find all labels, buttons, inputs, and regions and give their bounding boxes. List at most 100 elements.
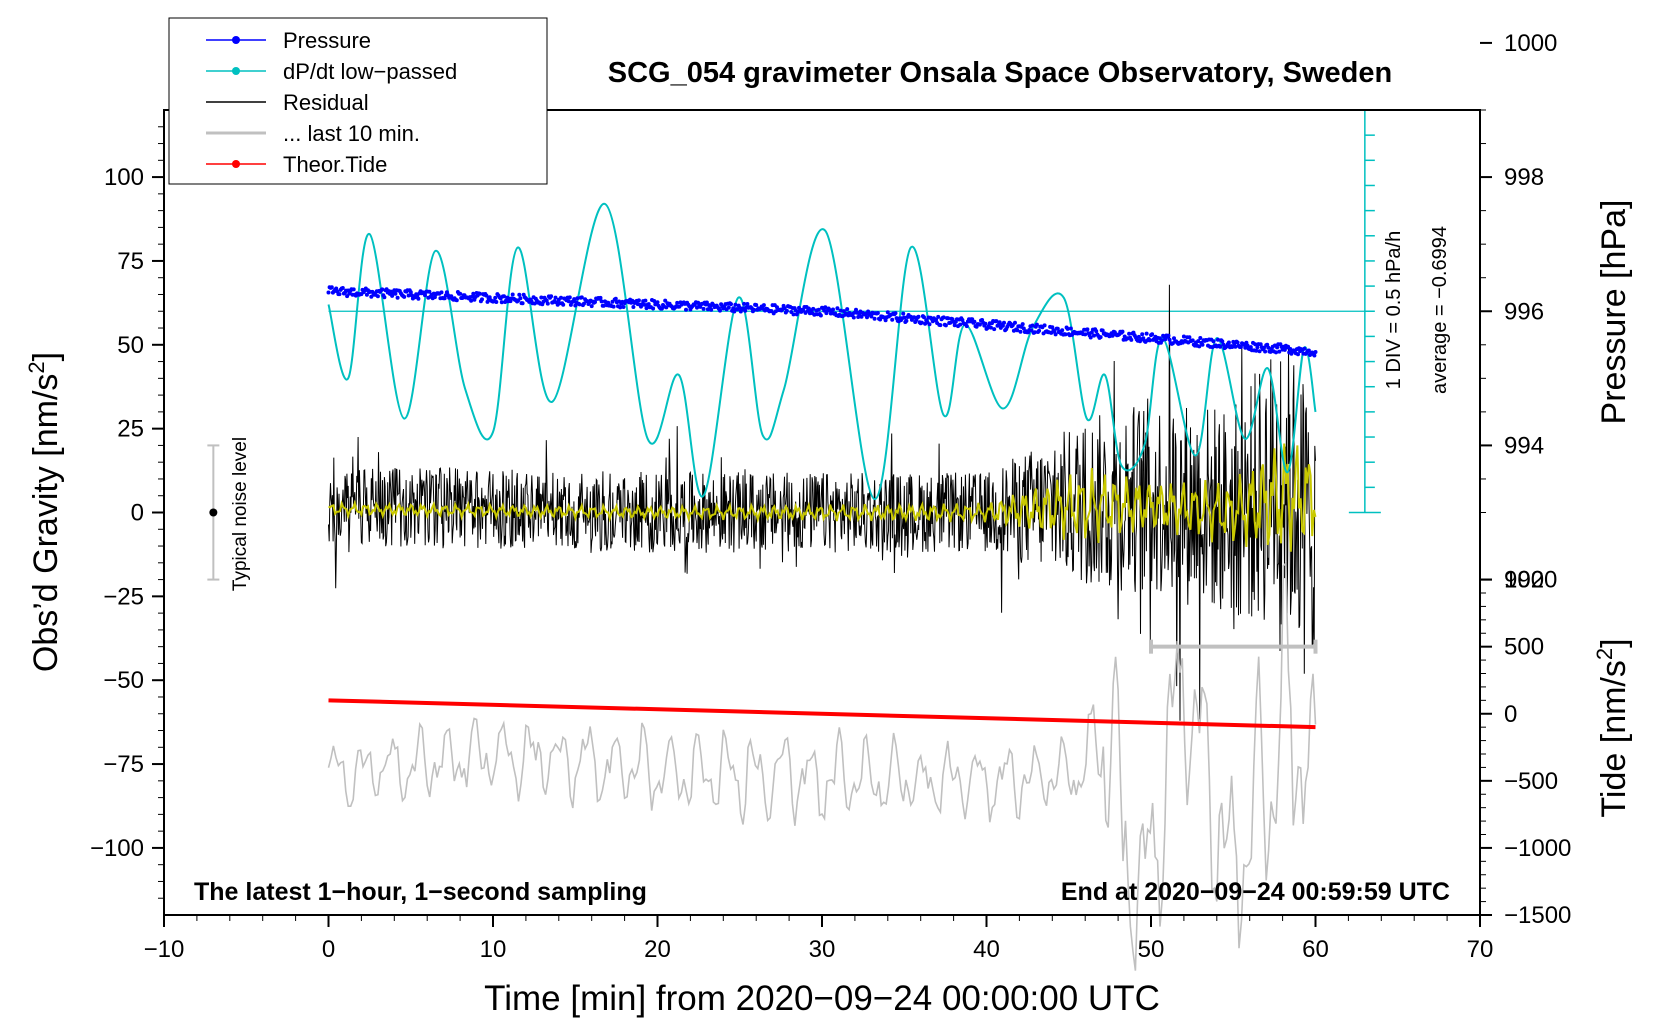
pressure-point xyxy=(941,315,946,320)
pressure-point xyxy=(1053,332,1058,337)
pressure-point xyxy=(938,323,943,328)
tide-tick-label: 500 xyxy=(1504,634,1544,661)
pressure-point xyxy=(539,295,544,300)
pressure-point xyxy=(1068,326,1073,331)
pressure-point xyxy=(572,297,577,302)
pressure-point xyxy=(948,320,953,325)
pressure-point xyxy=(1257,349,1262,354)
pressure-point xyxy=(1083,332,1088,337)
pressure-point xyxy=(1144,331,1149,336)
pressure-point xyxy=(869,314,874,319)
legend-marker xyxy=(232,160,240,168)
pressure-point xyxy=(544,298,549,303)
pressure-point xyxy=(1266,345,1271,350)
pressure-point xyxy=(816,307,821,312)
pressure-point xyxy=(912,315,917,320)
pressure-point xyxy=(992,327,997,332)
pressure-point xyxy=(1187,335,1192,340)
pressure-point xyxy=(823,305,828,310)
pressure-point xyxy=(729,302,733,307)
pressure-point xyxy=(1211,339,1216,344)
pressure-point xyxy=(380,287,385,292)
pressure-point xyxy=(883,318,888,323)
pressure-point xyxy=(708,304,713,309)
pressure-point xyxy=(652,299,657,303)
pressure-point xyxy=(340,286,345,290)
pressure-point xyxy=(1018,329,1023,334)
pressure-point xyxy=(901,311,906,316)
pressure-point xyxy=(927,322,932,327)
y-axis-label-tide-main: Tide [nm/s xyxy=(1595,660,1633,817)
x-tick-label: 40 xyxy=(973,936,1000,963)
pressure-point xyxy=(601,303,606,308)
legend-label: ... last 10 min. xyxy=(283,121,420,146)
pressure-tick-label: 998 xyxy=(1504,164,1544,191)
pressure-point xyxy=(845,307,850,312)
pressure-point xyxy=(408,290,413,295)
pressure-point xyxy=(983,321,988,326)
pressure-point xyxy=(701,306,706,311)
tide-tick-label: 0 xyxy=(1504,701,1517,728)
pressure-point xyxy=(1110,333,1115,338)
pressure-point xyxy=(872,316,877,321)
annotation-end-time: End at 2020−09−24 00:59:59 UTC xyxy=(1061,878,1450,906)
pressure-point xyxy=(904,318,909,323)
pressure-point xyxy=(705,307,710,312)
pressure-point xyxy=(642,302,647,307)
pressure-point xyxy=(1302,346,1307,351)
x-axis-label: Time [min] from 2020−09−24 00:00:00 UTC xyxy=(484,979,1160,1018)
pressure-point xyxy=(477,291,482,296)
pressure-point xyxy=(636,298,641,303)
pressure-point xyxy=(1013,320,1017,325)
pressure-point xyxy=(621,305,626,309)
pressure-point xyxy=(1167,337,1172,342)
pressure-point xyxy=(416,296,421,301)
pressure-point xyxy=(579,295,584,300)
pressure-point xyxy=(484,293,489,298)
pressure-point xyxy=(326,290,331,295)
tide-tick-label: −500 xyxy=(1504,768,1558,795)
x-tick-label: 0 xyxy=(322,936,335,963)
pressure-point xyxy=(471,291,476,296)
y-tick-label: 100 xyxy=(104,164,144,191)
chart-title: SCG_054 gravimeter Onsala Space Observat… xyxy=(608,57,1392,89)
pressure-point xyxy=(733,302,738,307)
pressure-point xyxy=(726,305,731,310)
pressure-point xyxy=(589,304,594,309)
pressure-point xyxy=(811,306,816,311)
pressure-point xyxy=(1220,339,1225,344)
pressure-point xyxy=(893,311,898,316)
pressure-point xyxy=(964,324,969,329)
y-tick-label: 25 xyxy=(117,416,144,443)
pressure-point xyxy=(818,313,823,318)
pressure-point xyxy=(454,298,459,303)
pressure-point xyxy=(618,305,623,310)
pressure-point xyxy=(559,295,563,300)
y-axis-label-left-main: Obs’d Gravity [nm/s xyxy=(27,374,65,673)
pressure-point xyxy=(470,294,475,299)
pressure-point xyxy=(1306,348,1311,353)
pressure-point xyxy=(611,304,616,309)
pressure-point xyxy=(1268,349,1273,354)
y-tick-label: −75 xyxy=(103,751,144,778)
pressure-point xyxy=(423,293,427,298)
pressure-point xyxy=(494,300,499,304)
pressure-point xyxy=(1015,328,1020,333)
x-tick-label: 70 xyxy=(1467,936,1494,963)
pressure-point xyxy=(1034,322,1039,327)
pressure-tick-label: 994 xyxy=(1504,432,1544,459)
legend: Pressure dP/dt low−passed Residual ... last… xyxy=(168,17,548,185)
pressure-point xyxy=(643,298,648,303)
y-tick-label: 50 xyxy=(117,332,144,359)
series-residual-lowpassed xyxy=(328,443,1317,552)
series-last-10-min xyxy=(327,561,1317,971)
pressure-point xyxy=(1021,326,1026,331)
x-tick-label: −10 xyxy=(144,936,185,963)
pressure-point xyxy=(517,292,522,297)
pressure-point xyxy=(1160,338,1164,343)
legend-marker xyxy=(232,36,240,44)
pressure-point xyxy=(375,294,380,299)
pressure-point xyxy=(1181,334,1186,339)
pressure-point xyxy=(1098,335,1103,340)
